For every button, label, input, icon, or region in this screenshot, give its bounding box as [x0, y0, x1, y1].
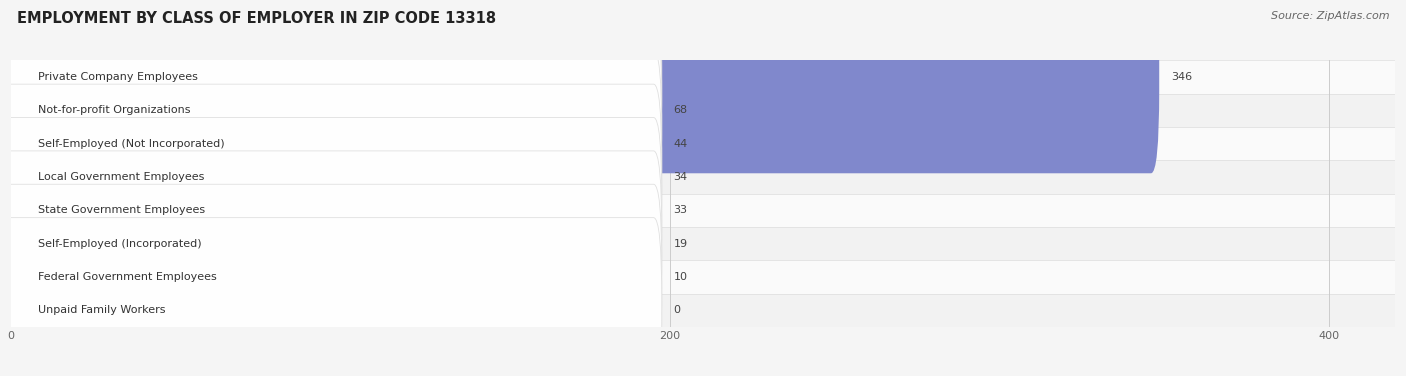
FancyBboxPatch shape: [11, 94, 1395, 127]
Text: 10: 10: [673, 272, 688, 282]
FancyBboxPatch shape: [3, 147, 82, 340]
FancyBboxPatch shape: [3, 80, 132, 273]
Text: 346: 346: [1171, 72, 1192, 82]
FancyBboxPatch shape: [3, 218, 662, 376]
Text: Federal Government Employees: Federal Government Employees: [38, 272, 217, 282]
Text: 0: 0: [673, 305, 681, 315]
FancyBboxPatch shape: [3, 151, 662, 337]
FancyBboxPatch shape: [3, 51, 662, 237]
FancyBboxPatch shape: [11, 60, 1395, 94]
FancyBboxPatch shape: [3, 47, 165, 240]
FancyBboxPatch shape: [11, 160, 1395, 194]
Text: Self-Employed (Incorporated): Self-Employed (Incorporated): [38, 239, 201, 249]
Text: Unpaid Family Workers: Unpaid Family Workers: [38, 305, 165, 315]
Text: EMPLOYMENT BY CLASS OF EMPLOYER IN ZIP CODE 13318: EMPLOYMENT BY CLASS OF EMPLOYER IN ZIP C…: [17, 11, 496, 26]
FancyBboxPatch shape: [11, 127, 1395, 160]
FancyBboxPatch shape: [3, 84, 662, 270]
FancyBboxPatch shape: [3, 180, 52, 373]
FancyBboxPatch shape: [3, 114, 128, 307]
Text: 19: 19: [673, 239, 688, 249]
FancyBboxPatch shape: [3, 14, 243, 207]
FancyBboxPatch shape: [3, 184, 662, 370]
Text: Local Government Employees: Local Government Employees: [38, 172, 204, 182]
FancyBboxPatch shape: [11, 194, 1395, 227]
Text: 44: 44: [673, 139, 688, 149]
Text: 34: 34: [673, 172, 688, 182]
Text: 68: 68: [673, 105, 688, 115]
FancyBboxPatch shape: [11, 227, 1395, 261]
FancyBboxPatch shape: [3, 17, 662, 203]
FancyBboxPatch shape: [3, 0, 662, 170]
FancyBboxPatch shape: [3, 118, 662, 303]
Text: Self-Employed (Not Incorporated): Self-Employed (Not Incorporated): [38, 139, 224, 149]
Text: 33: 33: [673, 205, 688, 215]
FancyBboxPatch shape: [11, 294, 1395, 327]
Text: Source: ZipAtlas.com: Source: ZipAtlas.com: [1271, 11, 1389, 21]
Text: Private Company Employees: Private Company Employees: [38, 72, 197, 82]
FancyBboxPatch shape: [11, 261, 1395, 294]
Text: State Government Employees: State Government Employees: [38, 205, 205, 215]
FancyBboxPatch shape: [3, 0, 1159, 173]
Text: Not-for-profit Organizations: Not-for-profit Organizations: [38, 105, 190, 115]
